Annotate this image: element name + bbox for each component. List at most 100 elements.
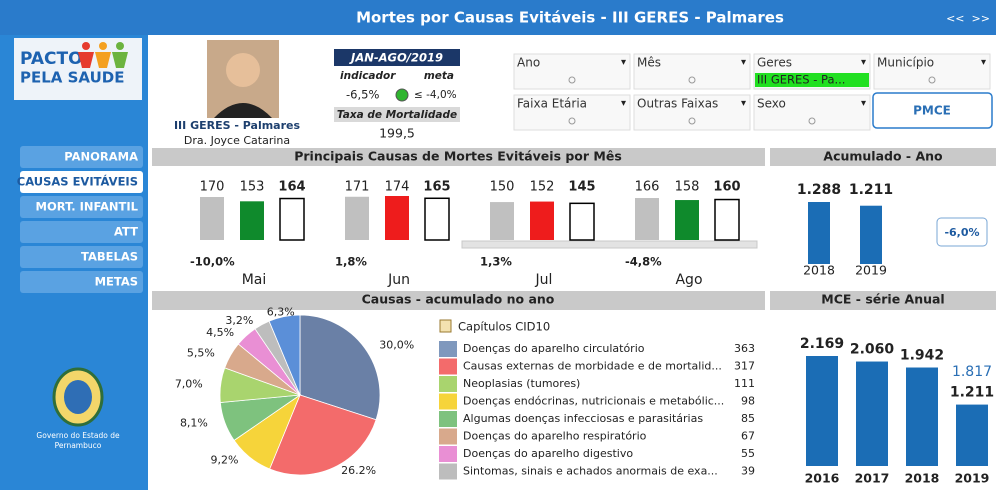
month-bar-label: 153 <box>240 180 265 195</box>
profile-region: III GERES - Palmares <box>174 119 301 132</box>
filter-label[interactable]: Outras Faixas <box>637 97 718 111</box>
month-bar-label: 165 <box>423 180 450 195</box>
pmce-button-label[interactable]: PMCE <box>913 104 951 118</box>
pie-label: 3,2% <box>225 314 253 327</box>
annual-bar <box>956 405 988 466</box>
section-title: Principais Causas de Mortes Evitáveis po… <box>294 149 622 164</box>
month-bar-label: 174 <box>385 180 410 195</box>
pie-label: 26.2% <box>341 464 376 477</box>
legend-label: Doenças endócrinas, nutricionais e metab… <box>463 395 724 408</box>
annual-bar-label: 2.060 <box>850 342 895 358</box>
month-bar <box>385 196 409 240</box>
legend-swatch <box>439 394 457 410</box>
profile-photo <box>226 53 260 87</box>
legend-label: Algumas doenças infecciosas e parasitári… <box>463 412 703 425</box>
pie-label: 5,5% <box>187 346 215 359</box>
filter-dropdown[interactable]: ▾ <box>621 57 626 68</box>
month-name: Mai <box>242 272 267 288</box>
filter-label[interactable]: Município <box>877 56 934 70</box>
legend-swatch <box>439 411 457 427</box>
section-title: MCE - série Anual <box>821 292 944 307</box>
filter-dropdown[interactable]: ▾ <box>741 98 746 109</box>
annual-year: 2019 <box>955 471 990 486</box>
menu-item-label[interactable]: CAUSAS EVITÁVEIS <box>17 174 138 189</box>
kpi-label: indicador <box>340 70 396 82</box>
filter-label[interactable]: Sexo <box>757 97 786 111</box>
month-bar <box>425 198 449 240</box>
filter-label[interactable]: Geres <box>757 56 792 70</box>
state-emblem <box>54 369 102 425</box>
year-label: 2018 <box>803 263 835 278</box>
year-bar-label: 1.211 <box>849 182 893 198</box>
kpi-label: meta <box>424 70 454 82</box>
kpi-status <box>396 89 408 101</box>
legend-value: 111 <box>734 377 755 390</box>
nav-arrows[interactable]: << >> <box>946 12 990 25</box>
month-bar-label: 158 <box>675 180 700 195</box>
kpi-period: JAN-AGO/2019 <box>349 51 443 65</box>
filter-label[interactable]: Ano <box>517 56 540 70</box>
month-bar <box>200 197 224 240</box>
month-change: -4,8% <box>625 255 662 269</box>
filter-value[interactable]: III GERES - Pa... <box>757 73 845 87</box>
legend-value: 317 <box>734 360 755 373</box>
drill-up-icon[interactable] <box>440 320 451 332</box>
month-name: Jun <box>387 272 410 288</box>
legend-label: Neoplasias (tumores) <box>463 377 580 390</box>
legend-label: Causas externas de morbidade e de mortal… <box>463 360 722 373</box>
pie-label: 8,1% <box>180 417 208 430</box>
menu-item-label[interactable]: PANORAMA <box>64 150 138 164</box>
filter-label[interactable]: Mês <box>637 56 661 70</box>
year-bar-label: 1.288 <box>797 182 841 198</box>
dashboard: Mortes por Causas Evitáveis - III GERES … <box>0 0 996 490</box>
filter-dropdown[interactable]: ▾ <box>861 57 866 68</box>
filter-label[interactable]: Faixa Etária <box>517 97 587 111</box>
filter-dropdown[interactable]: ▾ <box>621 98 626 109</box>
header-title: Mortes por Causas Evitáveis - III GERES … <box>356 9 784 27</box>
pie-label: 30,0% <box>379 339 414 352</box>
month-change: 1,3% <box>480 255 512 269</box>
filter-dropdown[interactable]: ▾ <box>981 57 986 68</box>
month-bar-label: 170 <box>200 180 225 195</box>
change-badge-label: -6,0% <box>944 226 979 239</box>
annual-bar-label: 1.942 <box>900 348 944 364</box>
legend-swatch <box>439 359 457 375</box>
legend-title: Capítulos CID10 <box>458 320 550 334</box>
month-bar <box>490 202 514 240</box>
month-bar <box>635 198 659 240</box>
kpi-indicator: -6,5% <box>346 88 379 102</box>
annual-bar-label: 1.211 <box>950 385 994 401</box>
legend-label: Doenças do aparelho respiratório <box>463 430 647 443</box>
menu-item-label[interactable]: TABELAS <box>81 250 138 264</box>
section-title: Causas - acumulado no ano <box>362 292 555 307</box>
annual-bar <box>806 356 838 466</box>
month-name: Ago <box>675 272 702 288</box>
annual-year: 2018 <box>905 471 940 486</box>
pie-label: 6,3% <box>267 306 295 319</box>
legend-swatch <box>439 464 457 480</box>
scrollbar[interactable] <box>462 241 757 248</box>
year-label: 2019 <box>855 263 887 278</box>
month-change: 1,8% <box>335 255 367 269</box>
legend-label: Doenças do aparelho digestivo <box>463 447 633 460</box>
legend-swatch <box>439 446 457 462</box>
month-bar-label: 160 <box>713 180 740 195</box>
government-text: Pernambuco <box>55 441 102 450</box>
month-bar-label: 164 <box>278 180 305 195</box>
pie-label: 7,0% <box>175 377 203 390</box>
logo-text: PACTO <box>20 49 83 69</box>
year-bar <box>860 206 882 264</box>
legend-value: 67 <box>741 430 755 443</box>
menu-item-label[interactable]: ATT <box>114 225 138 239</box>
filter-dropdown[interactable]: ▾ <box>741 57 746 68</box>
menu-item-label[interactable]: METAS <box>95 275 138 289</box>
month-name: Jul <box>535 272 553 288</box>
menu-item-label[interactable]: MORT. INFANTIL <box>36 200 139 214</box>
month-bar <box>530 202 554 240</box>
month-bar <box>280 199 304 240</box>
filter-dropdown[interactable]: ▾ <box>861 98 866 109</box>
legend-label: Sintomas, sinais e achados anormais de e… <box>463 465 718 478</box>
month-bar-label: 152 <box>530 180 555 195</box>
month-bar <box>570 203 594 240</box>
legend-value: 98 <box>741 395 755 408</box>
